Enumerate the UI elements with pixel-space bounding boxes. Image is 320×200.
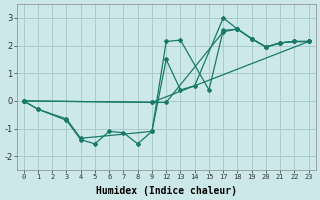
X-axis label: Humidex (Indice chaleur): Humidex (Indice chaleur) (96, 186, 237, 196)
